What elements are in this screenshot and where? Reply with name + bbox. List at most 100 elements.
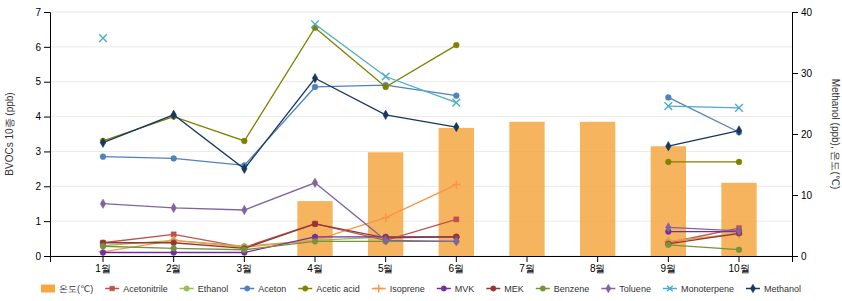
tick-label: 20 <box>801 129 813 140</box>
legend-marker <box>184 286 189 291</box>
tick: 0 <box>35 251 50 262</box>
legend-label: Isoprene <box>390 284 425 294</box>
tick: 9월 <box>661 256 677 274</box>
tick: 40 <box>792 7 813 18</box>
tick: 4 <box>35 111 50 122</box>
line <box>103 241 739 249</box>
point <box>171 203 176 212</box>
point <box>242 205 247 214</box>
tick-mark <box>44 117 50 118</box>
line-series <box>100 230 742 249</box>
point <box>171 245 177 251</box>
tick-label: 4월 <box>307 263 323 274</box>
axis-title: BVOCs 10종 (ppb) <box>4 92 15 175</box>
legend-item: Monoterpene <box>663 284 734 294</box>
point <box>312 221 317 226</box>
tick-label: 5 <box>35 76 41 87</box>
tick-mark <box>244 256 245 262</box>
point <box>736 226 741 235</box>
point <box>312 84 318 90</box>
tick-mark <box>456 256 457 262</box>
point <box>312 238 318 244</box>
point <box>666 141 671 150</box>
axis-line <box>51 257 793 263</box>
bar <box>509 122 544 256</box>
legend-marker <box>375 285 383 293</box>
legend-label: Aceton <box>258 284 286 294</box>
tick-mark <box>44 221 50 222</box>
tick-label: 3 <box>35 146 41 157</box>
point <box>665 242 671 248</box>
point <box>100 154 106 160</box>
tick-mark <box>44 186 50 187</box>
tick-label: 0 <box>801 251 807 262</box>
legend-swatch <box>41 285 55 293</box>
tick: 2 <box>35 181 50 192</box>
tick: 7 <box>35 7 50 18</box>
tick-mark <box>792 73 798 74</box>
point <box>665 159 671 165</box>
tick-label: 10월 <box>728 263 749 274</box>
point <box>241 247 247 253</box>
chart: 온도(℃)AcetonitrileEthanolAcetonAcetic aci… <box>0 0 842 301</box>
tick: 30 <box>792 68 813 79</box>
axis-line <box>793 13 799 257</box>
tick-label: 9월 <box>661 263 677 274</box>
tick-mark <box>792 195 798 196</box>
point <box>454 237 459 246</box>
line-series <box>100 25 742 165</box>
tick: 1월 <box>95 256 111 274</box>
tick-label: 1 <box>35 216 41 227</box>
line <box>103 24 739 108</box>
tick-label: 7 <box>35 7 41 18</box>
point <box>171 156 177 162</box>
point <box>99 34 107 42</box>
point <box>736 159 742 165</box>
tick: 10 <box>792 190 813 201</box>
axis: 0 1 2 3 4 5 6 7 <box>35 7 50 262</box>
tick: 2월 <box>166 256 182 274</box>
point <box>241 138 247 144</box>
tick-mark <box>739 256 740 262</box>
legend-marker <box>303 286 308 291</box>
grid-line <box>50 116 792 117</box>
tick: 6 <box>35 42 50 53</box>
tick-mark <box>792 134 798 135</box>
legend-item: Methanol <box>746 284 801 294</box>
tick-mark <box>103 256 104 262</box>
point <box>312 73 317 82</box>
point <box>312 178 317 187</box>
tick-label: 0 <box>35 251 41 262</box>
point <box>666 223 671 232</box>
tick-mark <box>792 256 798 257</box>
legend-item: Toluene <box>601 284 651 294</box>
tick: 10월 <box>728 256 749 274</box>
legend-marker <box>110 286 115 291</box>
line-series <box>100 221 742 251</box>
point <box>665 95 671 101</box>
point <box>100 250 106 256</box>
legend-marker <box>606 284 611 293</box>
legend-label: Acetic acid <box>316 284 360 294</box>
line <box>103 78 739 169</box>
line-series <box>100 178 741 246</box>
tick-label: 4 <box>35 111 41 122</box>
tick-mark <box>527 256 528 262</box>
tick-label: 8월 <box>590 263 606 274</box>
legend-item: Aceton <box>240 284 286 294</box>
tick: 5 <box>35 76 50 87</box>
tick: 4월 <box>307 256 323 274</box>
grid-line <box>50 12 792 13</box>
line-series <box>100 217 741 250</box>
tick: 8월 <box>590 256 606 274</box>
line <box>103 183 739 242</box>
bar <box>580 122 615 256</box>
line-series <box>100 73 741 173</box>
tick-label: 6 <box>35 42 41 53</box>
point <box>453 42 459 48</box>
legend-item: Acetonitrile <box>105 284 168 294</box>
tick-mark <box>315 256 316 262</box>
tick: 5월 <box>378 256 394 274</box>
tick-label: 2월 <box>166 263 182 274</box>
legend-label: Toluene <box>619 284 651 294</box>
